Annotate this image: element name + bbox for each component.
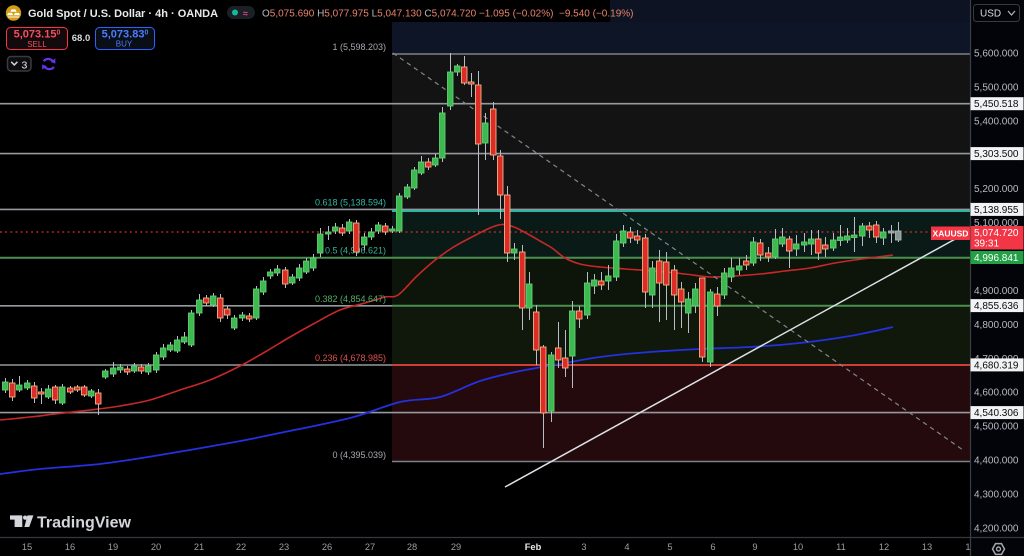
svg-text:5,100.000: 5,100.000 xyxy=(974,218,1019,229)
svg-text:≈: ≈ xyxy=(243,9,248,19)
svg-text:5,073.830: 5,073.830 xyxy=(102,29,149,41)
svg-text:10: 10 xyxy=(793,542,803,552)
svg-text:23: 23 xyxy=(279,542,289,552)
svg-text:5,073.150: 5,073.150 xyxy=(14,29,61,41)
svg-text:68.0: 68.0 xyxy=(72,33,91,44)
svg-text:Gold Spot / U.S. Dollar · 4h ·: Gold Spot / U.S. Dollar · 4h · OANDA xyxy=(28,8,218,20)
svg-text:6: 6 xyxy=(710,542,715,552)
svg-text:5,074.720: 5,074.720 xyxy=(974,228,1019,239)
svg-text:3: 3 xyxy=(22,59,28,71)
svg-text:Feb: Feb xyxy=(525,542,542,552)
svg-text:29: 29 xyxy=(451,542,461,552)
svg-text:1: 1 xyxy=(965,542,970,552)
svg-text:9: 9 xyxy=(752,542,757,552)
svg-text:15: 15 xyxy=(22,542,32,552)
svg-text:21: 21 xyxy=(194,542,204,552)
svg-text:USD: USD xyxy=(980,9,1001,20)
svg-text:0.236 (4,678.985): 0.236 (4,678.985) xyxy=(315,353,386,363)
svg-text:4,996.841: 4,996.841 xyxy=(974,253,1019,264)
svg-text:4: 4 xyxy=(624,542,629,552)
svg-text:16: 16 xyxy=(65,542,75,552)
svg-text:1 (5,598.203): 1 (5,598.203) xyxy=(332,42,386,52)
svg-text:4,680.319: 4,680.319 xyxy=(974,360,1019,371)
svg-text:5,303.500: 5,303.500 xyxy=(974,149,1019,160)
svg-text:5,200.000: 5,200.000 xyxy=(974,184,1019,195)
svg-text:11: 11 xyxy=(836,542,846,552)
svg-text:20: 20 xyxy=(151,542,161,552)
svg-text:BUY: BUY xyxy=(116,40,133,49)
svg-text:5,500.000: 5,500.000 xyxy=(974,83,1019,94)
svg-text:5: 5 xyxy=(667,542,672,552)
svg-text:4,600.000: 4,600.000 xyxy=(974,388,1019,399)
svg-text:27: 27 xyxy=(365,542,375,552)
svg-text:22: 22 xyxy=(236,542,246,552)
svg-text:0.382 (4,854.647): 0.382 (4,854.647) xyxy=(315,294,386,304)
svg-text:13: 13 xyxy=(922,542,932,552)
svg-text:TradingView: TradingView xyxy=(37,515,132,532)
svg-text:5,138.955: 5,138.955 xyxy=(974,205,1019,216)
svg-text:5,450.518: 5,450.518 xyxy=(974,99,1019,110)
svg-text:4,300.000: 4,300.000 xyxy=(974,490,1019,501)
svg-text:12: 12 xyxy=(879,542,889,552)
svg-text:26: 26 xyxy=(322,542,332,552)
svg-text:0.618 (5,138.594): 0.618 (5,138.594) xyxy=(315,198,386,208)
svg-text:O5,075.690 H5,077.975 L5,047.1: O5,075.690 H5,077.975 L5,047.130 C5,074.… xyxy=(262,9,634,20)
svg-text:4,200.000: 4,200.000 xyxy=(974,524,1019,535)
svg-text:4,400.000: 4,400.000 xyxy=(974,456,1019,467)
svg-text:4,800.000: 4,800.000 xyxy=(974,320,1019,331)
svg-text:4,540.306: 4,540.306 xyxy=(974,408,1019,419)
svg-text:19: 19 xyxy=(108,542,118,552)
svg-text:5,600.000: 5,600.000 xyxy=(974,49,1019,60)
svg-text:39:31: 39:31 xyxy=(974,239,999,250)
svg-text:4,855.636: 4,855.636 xyxy=(974,301,1019,312)
svg-text:3: 3 xyxy=(581,542,586,552)
svg-text:SELL: SELL xyxy=(27,40,47,49)
svg-text:XAUUSD: XAUUSD xyxy=(933,229,969,239)
svg-text:4,900.000: 4,900.000 xyxy=(974,286,1019,297)
svg-text:5,400.000: 5,400.000 xyxy=(974,117,1019,128)
svg-text:4,500.000: 4,500.000 xyxy=(974,422,1019,433)
svg-text:28: 28 xyxy=(407,542,417,552)
svg-text:0 (4,395.039): 0 (4,395.039) xyxy=(332,450,386,460)
